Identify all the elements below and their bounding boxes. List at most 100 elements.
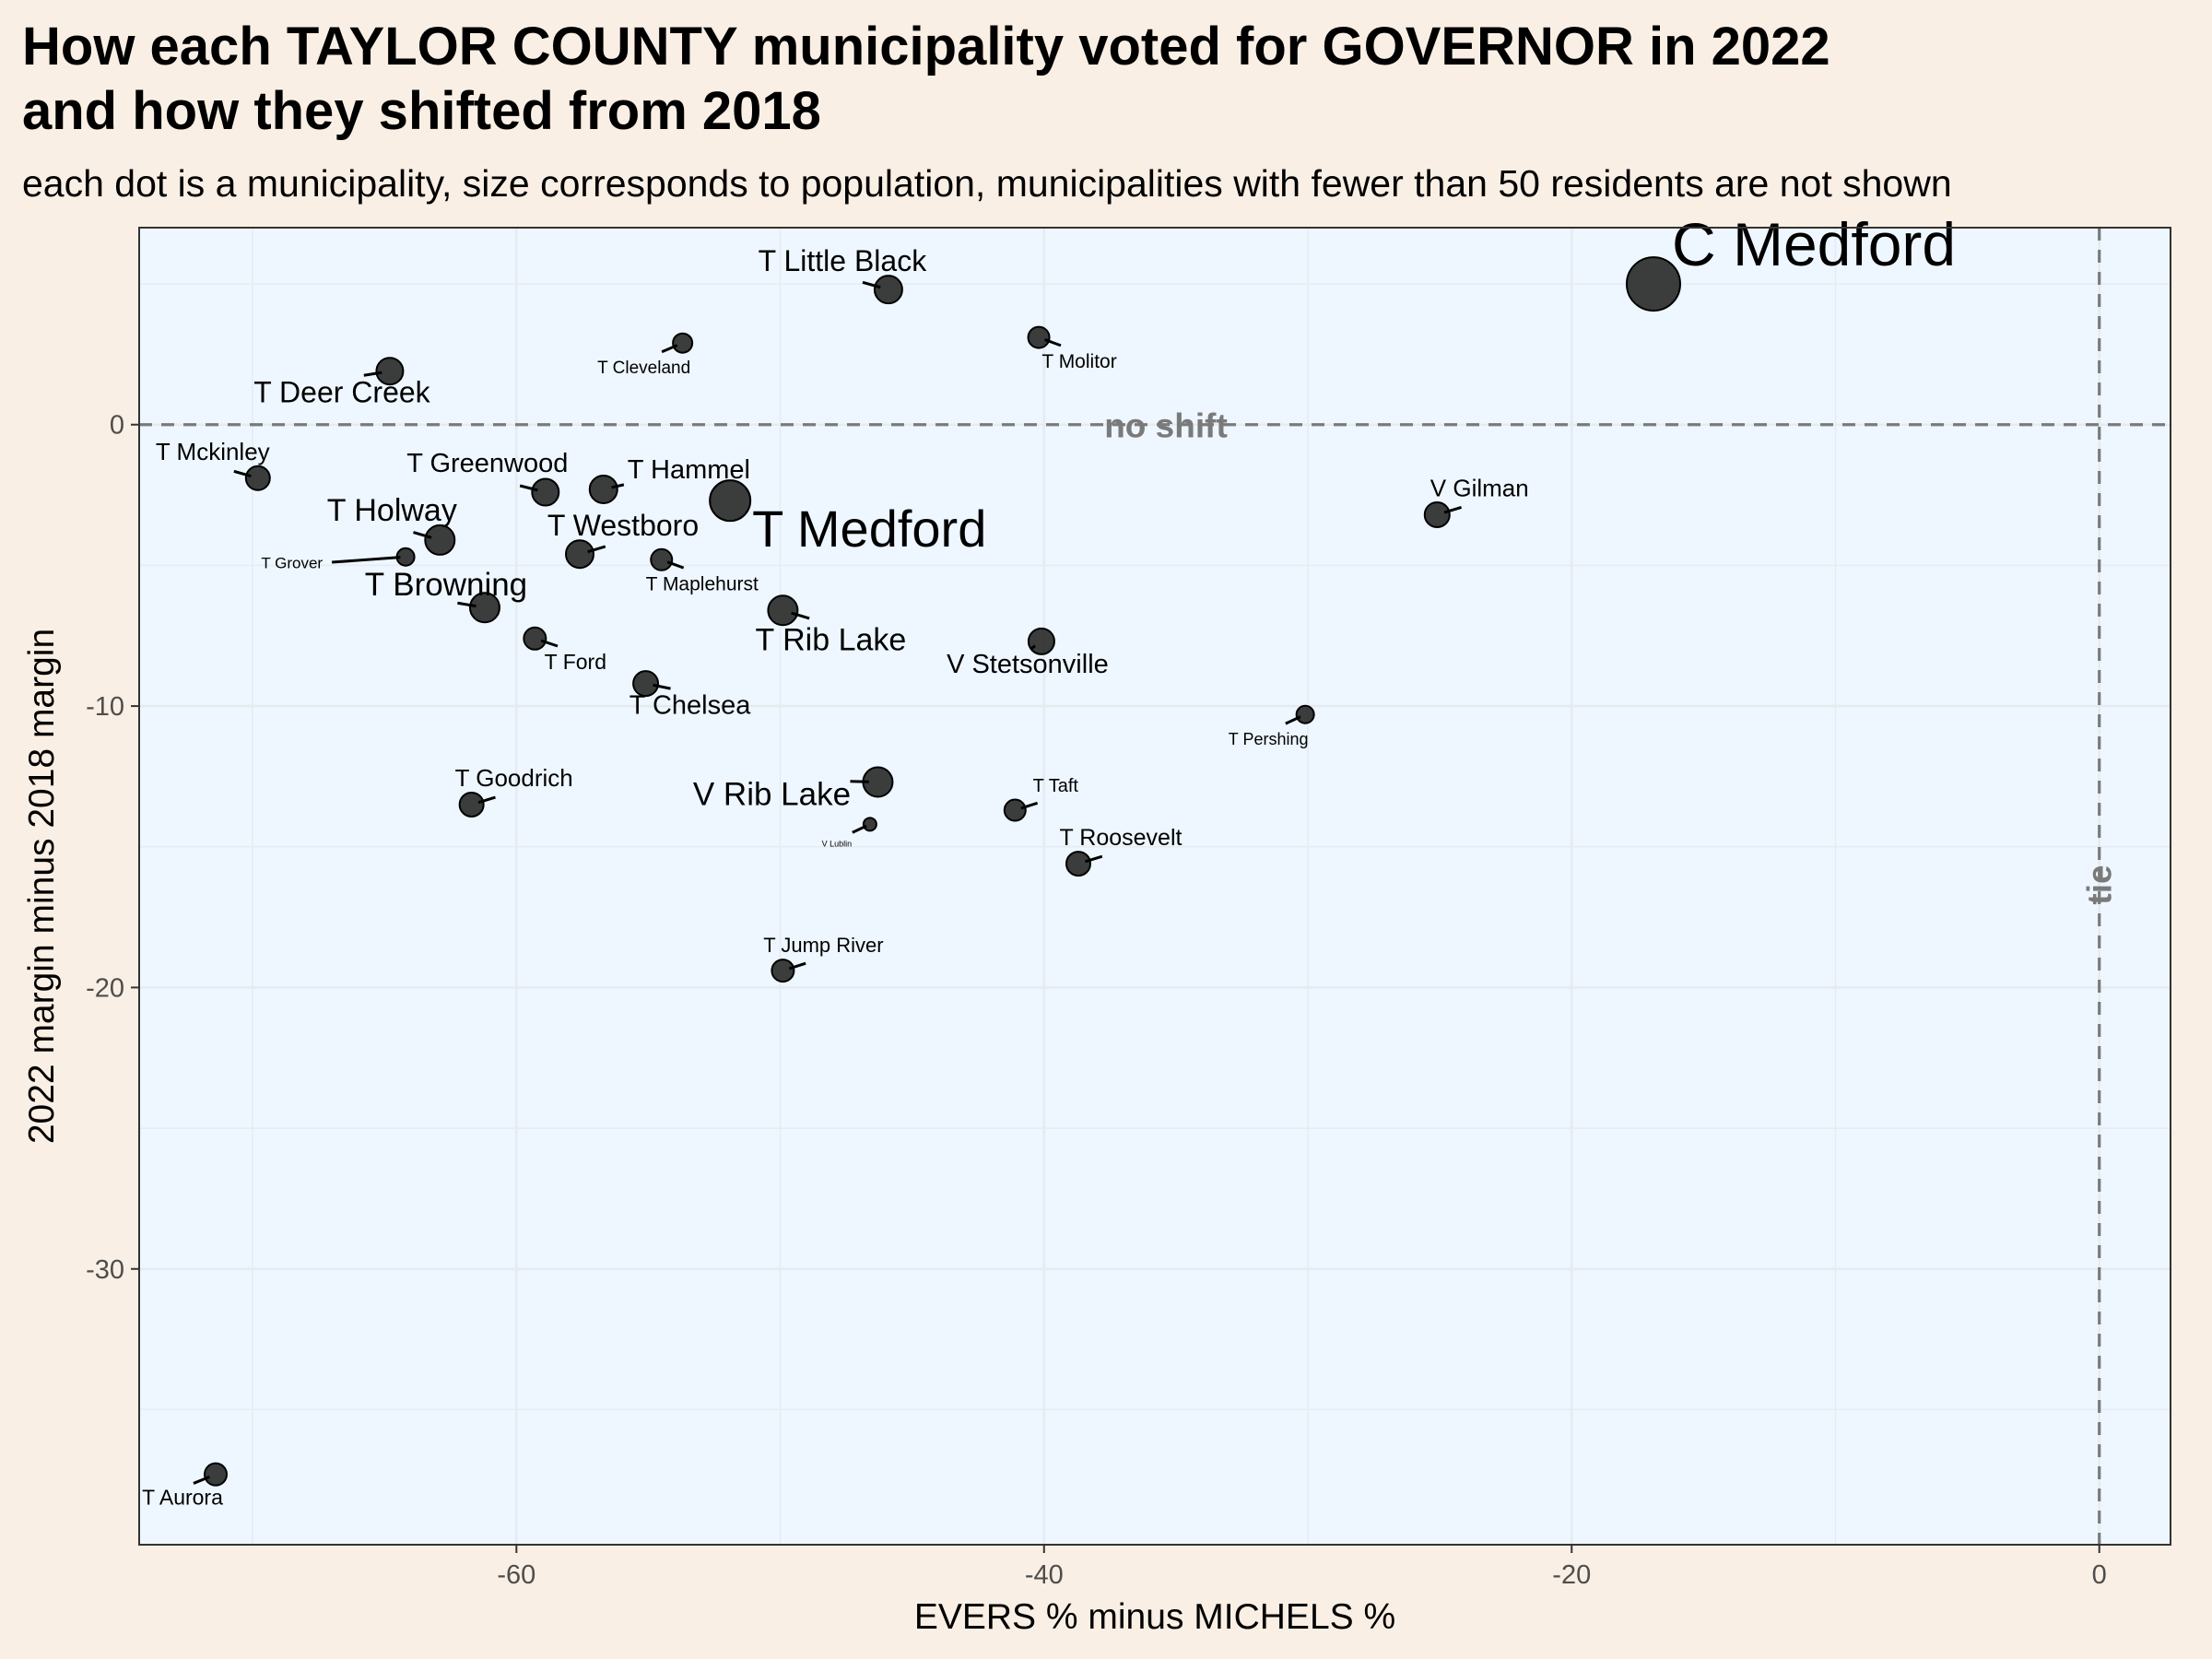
label-t-grover: T Grover — [261, 554, 323, 571]
label-v-rib-lake: V Rib Lake — [693, 777, 851, 813]
label-t-holway: T Holway — [327, 493, 457, 528]
leader-t-jump-river — [788, 961, 806, 971]
x-tick-label: -20 — [1552, 1560, 1591, 1590]
point-v-stetsonville — [1027, 627, 1055, 655]
leader-t-deer-creek — [363, 371, 382, 377]
tie-label: tie — [2081, 865, 2119, 904]
data-points — [204, 256, 1681, 1487]
label-t-browning: T Browning — [365, 567, 527, 603]
point-t-mckinley — [244, 465, 271, 491]
no-shift-label: no shift — [1104, 407, 1228, 445]
label-v-lublin: V Lublin — [822, 839, 853, 848]
label-c-medford: C Medford — [1672, 210, 1956, 278]
leader-t-holway — [413, 531, 432, 539]
leader-t-chelsea — [653, 683, 671, 690]
label-t-westboro: T Westboro — [547, 509, 699, 542]
x-tick-label: 0 — [2092, 1560, 2107, 1590]
point-t-aurora — [204, 1462, 229, 1487]
point-t-greenwood — [531, 477, 560, 507]
point-t-medford — [709, 479, 752, 523]
leader-t-roosevelt — [1085, 854, 1103, 864]
point-t-browning — [468, 592, 500, 624]
leader-t-aurora — [193, 1475, 210, 1485]
leader-v-stetsonville — [1030, 644, 1036, 651]
chart-title-line-1: How each TAYLOR COUNTY municipality vote… — [22, 17, 1830, 76]
leader-t-taft — [1020, 801, 1039, 810]
point-t-goodrich — [458, 791, 485, 818]
label-t-goodrich: T Goodrich — [455, 764, 573, 792]
label-t-maplehurst: T Maplehurst — [646, 573, 759, 594]
leader-t-browning — [457, 601, 477, 608]
point-t-taft — [1003, 798, 1027, 822]
label-t-hammel: T Hammel — [628, 455, 750, 485]
point-t-chelsea — [632, 670, 660, 698]
label-t-chelsea: T Chelsea — [629, 691, 752, 721]
point-t-pershing — [1295, 704, 1315, 724]
point-labels: C Medford T Medford T Holway T Browning T Ri… — [142, 210, 1956, 1510]
y-tick-label: -20 — [86, 973, 124, 1003]
label-t-jump-river: T Jump River — [763, 934, 883, 957]
leader-t-hammel — [611, 483, 625, 489]
plot-panel-border — [138, 227, 2171, 1546]
leader-t-little-black — [862, 280, 881, 289]
leader-t-grover — [331, 556, 401, 564]
label-t-ford: T Ford — [545, 650, 606, 674]
label-t-molitor: T Molitor — [1041, 351, 1116, 372]
leader-t-westboro — [587, 545, 606, 554]
label-v-stetsonville: V Stetsonville — [947, 650, 1109, 679]
y-tick-label: -10 — [86, 692, 124, 722]
point-v-gilman — [1423, 500, 1451, 528]
label-t-aurora: T Aurora — [142, 1486, 223, 1510]
point-t-little-black — [873, 275, 903, 305]
label-t-medford: T Medford — [752, 500, 986, 558]
point-t-hammel — [588, 474, 618, 504]
chart-subtitle: each dot is a municipality, size corresp… — [22, 162, 1952, 205]
leader-v-lublin — [852, 824, 867, 834]
point-c-medford — [1625, 256, 1681, 312]
point-t-ford — [523, 626, 547, 651]
point-t-roosevelt — [1065, 851, 1091, 877]
y-axis-title: 2022 margin minus 2018 margin — [22, 629, 62, 1144]
label-t-mckinley: T Mckinley — [156, 438, 270, 465]
label-t-little-black: T Little Black — [759, 244, 928, 277]
point-t-cleveland — [672, 332, 694, 354]
leader-t-molitor — [1044, 338, 1062, 347]
x-tick-label: -60 — [497, 1560, 535, 1590]
label-t-taft: T Taft — [1033, 776, 1079, 796]
leader-t-greenwood — [519, 484, 538, 492]
y-tick-label: 0 — [110, 411, 124, 441]
x-axis-title: EVERS % minus MICHELS % — [914, 1597, 1395, 1637]
plot-panel — [139, 228, 2171, 1545]
leader-v-gilman — [1443, 506, 1463, 514]
label-t-pershing: T Pershing — [1229, 730, 1309, 748]
point-t-rib-lake — [767, 594, 799, 627]
reference-lines: no shift tie — [139, 228, 2171, 1545]
label-t-greenwood: T Greenwood — [406, 449, 568, 478]
point-t-holway — [424, 524, 456, 556]
leader-t-mckinley — [233, 469, 252, 478]
chart-title-line-2: and how they shifted from 2018 — [22, 81, 821, 141]
y-tick-label: -30 — [86, 1255, 124, 1285]
point-t-jump-river — [771, 959, 795, 983]
grid-lines — [139, 228, 2171, 1545]
label-t-roosevelt: T Roosevelt — [1060, 825, 1182, 851]
label-v-gilman: V Gilman — [1430, 474, 1529, 501]
leader-t-pershing — [1285, 715, 1301, 725]
point-t-maplehurst — [650, 547, 674, 571]
axis-ticks: -60 -40 -20 0 0 -10 -20 -30 — [86, 411, 2107, 1590]
x-tick-label: -40 — [1025, 1560, 1064, 1590]
point-t-westboro — [565, 539, 595, 570]
leader-t-cleveland — [661, 344, 678, 354]
label-t-rib-lake: T Rib Lake — [756, 622, 907, 657]
leader-t-goodrich — [477, 795, 496, 805]
leader-t-maplehurst — [666, 560, 685, 570]
leader-t-rib-lake — [791, 611, 810, 620]
leader-t-ford — [540, 639, 559, 648]
point-t-deer-creek — [375, 357, 405, 386]
point-t-molitor — [1027, 325, 1051, 349]
label-t-cleveland: T Cleveland — [597, 359, 690, 378]
point-v-lublin — [862, 817, 877, 832]
label-t-deer-creek: T Deer Creek — [253, 376, 430, 409]
